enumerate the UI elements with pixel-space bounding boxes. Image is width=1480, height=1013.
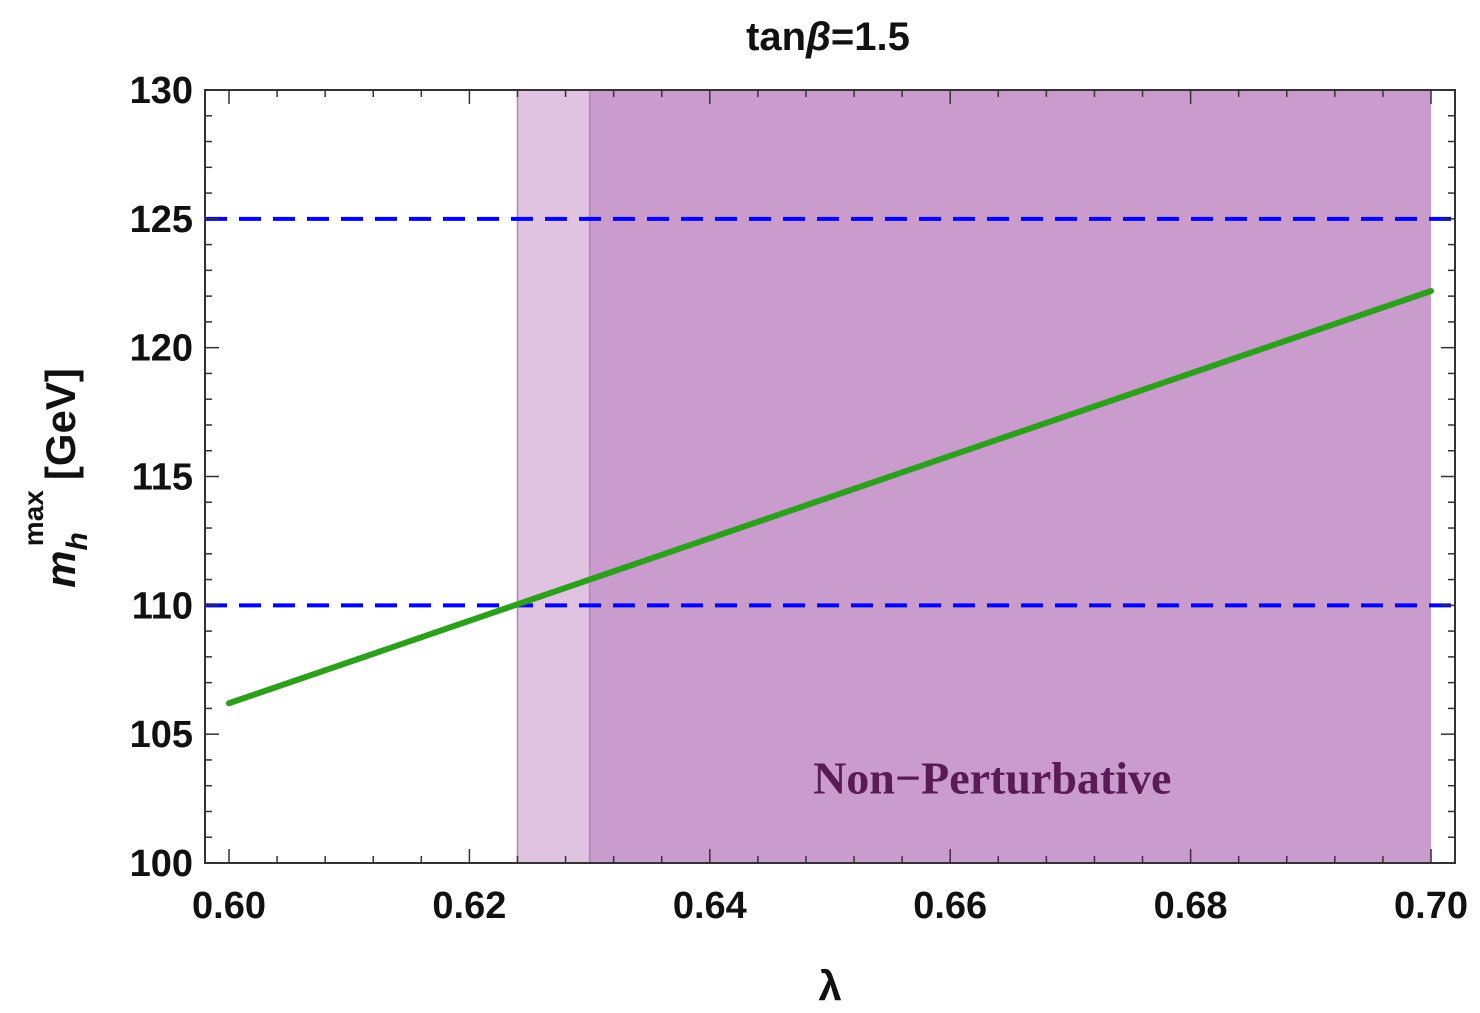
y-axis-label: mhmax[GeV] [18, 368, 94, 588]
x-tick-label: 0.64 [673, 885, 747, 927]
x-tick-label: 0.68 [1154, 885, 1228, 927]
x-tick-label: 0.66 [913, 885, 987, 927]
x-axis-label: λ [818, 962, 841, 1009]
data-series [226, 287, 1434, 707]
y-tick-label: 120 [130, 328, 193, 370]
axis-ticks [205, 89, 1455, 864]
series-line-0 [226, 287, 1434, 707]
shaded-region-0 [517, 90, 590, 863]
x-tick-label: 0.70 [1394, 885, 1468, 927]
y-tick-label: 125 [130, 199, 193, 241]
region-label: Non−Perturbative [813, 752, 1171, 803]
x-tick-label: 0.60 [192, 885, 266, 927]
y-tick-labels: 100 105 110 115 120 125 130 [130, 70, 193, 885]
reference-lines [205, 216, 1455, 608]
y-tick-label: 100 [130, 843, 193, 885]
x-tick-label: 0.62 [432, 885, 506, 927]
y-tick-label: 105 [130, 714, 193, 756]
shaded-regions [516, 90, 1431, 863]
y-tick-label: 130 [130, 70, 193, 112]
x-tick-labels: 0.60 0.62 0.64 0.66 0.68 0.70 [192, 885, 1468, 927]
y-tick-label: 110 [132, 585, 193, 627]
chart-title: tanβ=1.5 [746, 15, 910, 59]
y-tick-label: 115 [132, 457, 193, 499]
shaded-region-1 [589, 90, 1431, 863]
